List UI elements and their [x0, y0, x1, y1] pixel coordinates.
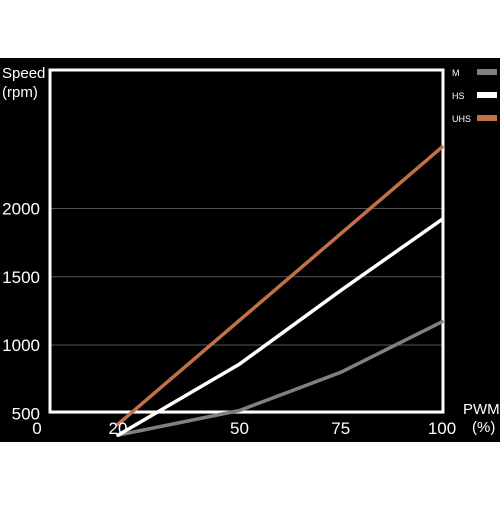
- y-tick-label-1500: 1500: [2, 268, 40, 287]
- series-line-hs: [116, 217, 444, 437]
- legend-swatch-hs: [477, 92, 497, 98]
- tick-layer: 500 1000 1500 2000 0 20 50 75 100: [2, 200, 456, 439]
- y-tick-label-2000: 2000: [2, 200, 40, 219]
- y-axis-title-line2: (rpm): [2, 84, 38, 101]
- y-tick-label-500: 500: [12, 404, 40, 423]
- series-layer: [116, 145, 444, 437]
- x-tick-label-50: 50: [230, 419, 249, 438]
- x-tick-label-20: 20: [109, 419, 128, 438]
- y-tick-label-1000: 1000: [2, 336, 40, 355]
- chart-frame-background: [0, 58, 500, 442]
- x-tick-label-0: 0: [32, 419, 41, 438]
- legend-label-uhs: UHS: [452, 114, 471, 124]
- y-axis-title-line1: Speed: [2, 65, 45, 82]
- plot-border: [48, 68, 445, 414]
- legend-label-hs: HS: [452, 91, 465, 101]
- series-line-m: [116, 320, 444, 437]
- x-tick-label-75: 75: [331, 419, 350, 438]
- legend: M HS UHS: [452, 68, 497, 124]
- x-tick-label-100: 100: [428, 419, 456, 438]
- x-axis-title-line2: (%): [472, 419, 495, 436]
- legend-swatch-m: [477, 69, 497, 75]
- series-line-uhs: [116, 145, 444, 426]
- legend-label-m: M: [452, 68, 460, 78]
- legend-swatch-uhs: [477, 115, 497, 121]
- x-axis-title-line1: PWM: [463, 401, 500, 418]
